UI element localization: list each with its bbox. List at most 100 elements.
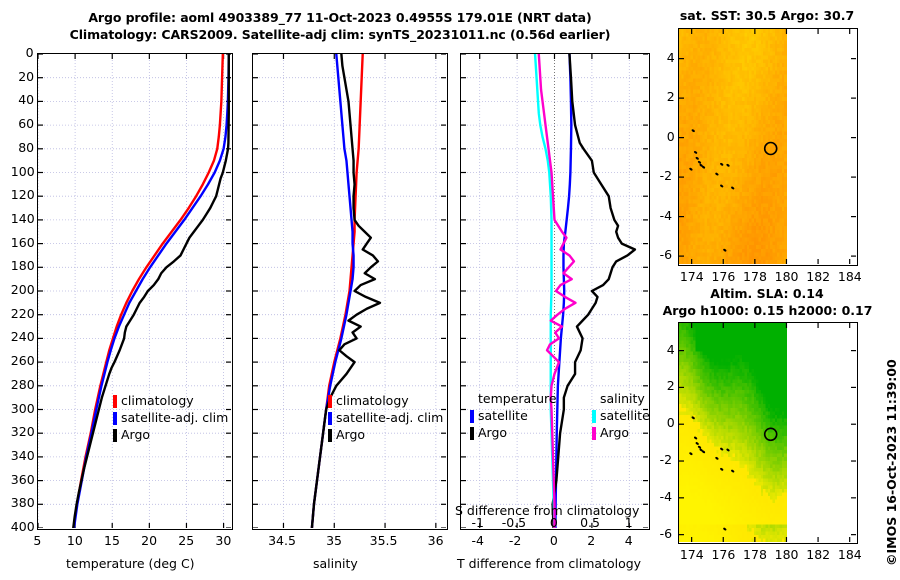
legend-heading-salinity: salinity [600,391,645,406]
diff-legend-swatch-salinity-satellite [592,410,596,423]
temperature-xtick-15: 15 [104,533,120,548]
diff-legend-label-salinity-Argo: Argo [600,425,630,440]
tdiff-xtick-neg4: -4 [471,533,484,548]
sla-map-title-line1: Altim. SLA: 0.14 [710,286,824,301]
salinity-xtick-35: 35 [326,533,342,548]
depth-ytick-40: 40 [18,92,35,108]
sst-lat-tick-0: 0 [666,128,675,144]
diff-legend-swatch-temperature-satellite [470,410,474,423]
figure-title-line1: Argo profile: aoml 4903389_77 11-Oct-202… [88,10,592,25]
temperature-panel [37,53,233,530]
depth-ytick-300: 300 [10,400,35,416]
difference-plot [461,54,648,528]
sdiff-xtick-0: 0 [549,515,558,530]
sla-lon-tick-182: 182 [806,547,831,562]
sst-lon-tick-184: 184 [837,269,862,284]
diff-legend-label-temperature-Argo: Argo [478,425,508,440]
salinity-panel [252,53,448,530]
temperature-xtick-20: 20 [141,533,158,548]
sla-map-panel [678,322,858,544]
depth-ytick-20: 20 [18,68,35,84]
sst-lat-tick-neg2: -2 [659,168,673,184]
sdiff-xtick-_1: -1 [471,515,484,530]
temperature-axis-label: temperature (deg C) [66,556,195,571]
legend-swatch-climatology [113,395,117,408]
depth-ytick-180: 180 [10,258,35,274]
depth-ytick-120: 120 [10,187,35,203]
depth-ytick-380: 380 [10,495,35,511]
sla-map-image [679,323,856,542]
legend-heading-temperature: temperature [478,391,557,406]
diff-legend-swatch-temperature-Argo [470,427,474,440]
salinity-legend-label-climatology: climatology [336,393,409,408]
depth-ytick-200: 200 [10,282,35,297]
temperature-plot [38,54,231,528]
s-difference-axis-label: S difference from climatology [455,503,640,518]
sst-lat-tick-2: 2 [666,89,675,105]
sla-lon-tick-176: 176 [711,547,736,562]
legend-label-argo: Argo [121,427,151,442]
depth-ytick-360: 360 [10,471,35,487]
sla-lat-tick-neg2: -2 [659,452,673,468]
sdiff-xtick-0_5: 0.5 [580,515,600,530]
temperature-xtick-5: 5 [33,533,42,548]
copyright-label: ©IMOS 16-Oct-2023 11:39:00 [884,359,899,566]
depth-ytick-0: 0 [25,45,34,60]
sla-lon-tick-180: 180 [774,547,799,562]
t-difference-axis-label: T difference from climatology [457,556,642,571]
salinity-legend-swatch-argo [328,429,332,442]
sst-lon-tick-174: 174 [679,269,704,284]
sla-lon-tick-178: 178 [743,547,767,562]
depth-ytick-400: 400 [10,519,35,534]
sla-map-title-line2: Argo h1000: 0.15 h2000: 0.17 [662,303,873,318]
legend-swatch-satellite-adj--clim [113,412,117,425]
tdiff-xtick-neg2: -2 [508,533,522,548]
salinity-xtick-34-5: 34.5 [268,533,296,548]
salinity-legend-swatch-climatology [328,395,332,408]
temperature-xtick-30: 30 [215,533,232,548]
salinity-xtick-35-5: 35.5 [369,533,398,548]
tdiff-xtick-0: 0 [549,533,558,548]
sdiff-xtick-1: 1 [624,515,633,530]
depth-ytick-260: 260 [10,353,35,369]
sst-lat-tick-neg6: -6 [659,247,673,263]
sla-lat-tick-neg6: -6 [659,525,673,541]
depth-ytick-220: 220 [10,305,35,321]
depth-ytick-340: 340 [10,447,35,463]
sla-lat-tick-0: 0 [666,415,675,431]
salinity-plot [253,54,446,528]
legend-label-satellite-adj--clim: satellite-adj. clim [121,410,229,425]
depth-ytick-60: 60 [18,116,35,132]
difference-panel [460,53,650,530]
sla-lat-tick-neg4: -4 [659,488,673,504]
depth-ytick-240: 240 [10,329,35,345]
diff-legend-label-salinity-satellite: satellite [600,408,650,423]
sdiff-xtick-_0_5: -0.5 [501,515,527,530]
sst-lon-tick-180: 180 [774,269,799,284]
sla-lon-tick-174: 174 [679,547,704,562]
salinity-legend-swatch-satellite-adj--clim [328,412,332,425]
sla-lon-tick-184: 184 [837,547,862,562]
depth-ytick-160: 160 [10,234,35,250]
tdiff-xtick-2: 2 [587,533,596,548]
legend-swatch-argo [113,429,117,442]
sst-map-panel [678,28,858,266]
sst-lon-tick-178: 178 [743,269,767,284]
diff-legend-swatch-salinity-Argo [592,427,596,440]
sla-lat-tick-4: 4 [666,341,675,357]
sst-lon-tick-182: 182 [806,269,831,284]
salinity-legend-label-argo: Argo [336,427,366,442]
sst-lat-tick-4: 4 [666,49,675,65]
salinity-axis-label: salinity [313,556,358,571]
figure-title-line2: Climatology: CARS2009. Satellite-adj cli… [69,27,611,42]
depth-ytick-280: 280 [10,376,35,392]
salinity-xtick-36: 36 [427,533,444,548]
sst-map-title: sat. SST: 30.5 Argo: 30.7 [679,8,855,23]
depth-ytick-320: 320 [10,424,35,440]
legend-label-climatology: climatology [121,393,194,408]
depth-ytick-140: 140 [10,210,35,226]
depth-ytick-80: 80 [18,139,35,155]
sst-map-image [679,29,856,264]
sst-lat-tick-neg4: -4 [659,207,673,223]
